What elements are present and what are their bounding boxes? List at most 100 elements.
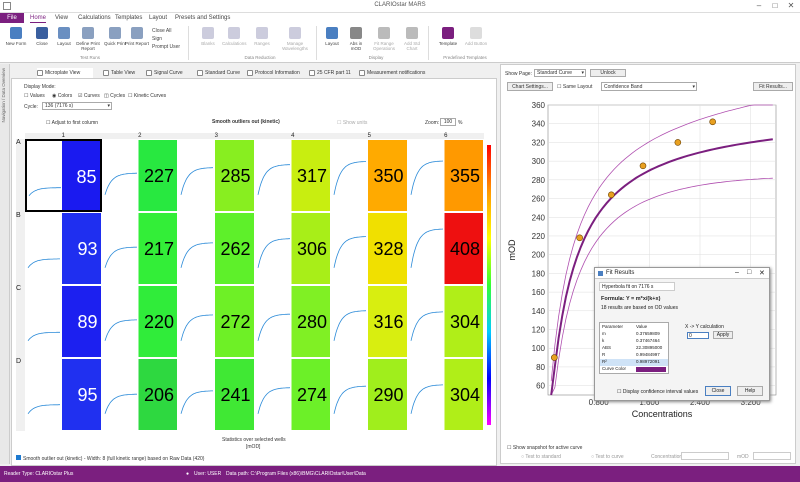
option-colors[interactable]: ◉ Colors: [52, 93, 73, 99]
print-report-button[interactable]: Print Report: [125, 27, 149, 53]
calculations-button[interactable]: Calculations: [222, 27, 247, 53]
tab-protocol-information[interactable]: Protocol Information: [247, 68, 307, 78]
param-row[interactable]: ABS 22.30895000: [600, 345, 668, 352]
plate-well[interactable]: 85: [25, 139, 102, 212]
dialog-close-icon[interactable]: ✕: [759, 270, 765, 277]
row-header[interactable]: C: [16, 285, 25, 358]
tab-standard-curve[interactable]: Standard Curve: [197, 68, 249, 78]
menu-presets[interactable]: Presets and Settings: [175, 15, 231, 21]
fit-range-button[interactable]: Fit Range Operations: [370, 27, 398, 53]
test-to-standard-radio[interactable]: ○ Test to standard: [521, 454, 561, 460]
test-to-curve-radio[interactable]: ○ Test to curve: [591, 454, 624, 460]
add-button[interactable]: Add Button: [464, 27, 488, 53]
manage-wavelengths-button[interactable]: Manage Wavelengths: [280, 27, 310, 53]
option-kinetic-curves[interactable]: ☐ Kinetic Curves: [128, 93, 167, 99]
navigation-strip[interactable]: Navigation / Data Overview: [0, 64, 10, 464]
fit-results-button[interactable]: Fit Results...: [753, 82, 793, 91]
prompt-user-button[interactable]: Prompt User: [152, 44, 181, 50]
maximize-icon[interactable]: □: [772, 1, 778, 10]
layout-button[interactable]: Layout: [52, 27, 76, 53]
sign-button[interactable]: Sign: [152, 36, 163, 42]
row-header[interactable]: B: [16, 212, 25, 285]
plate-well[interactable]: 280: [254, 285, 331, 358]
menu-layout[interactable]: Layout: [149, 15, 168, 21]
plate-well[interactable]: 285: [178, 139, 255, 212]
menu-file[interactable]: File: [0, 13, 24, 23]
dialog-help-button[interactable]: Help: [737, 386, 763, 396]
blanks-button[interactable]: Blanks: [196, 27, 220, 53]
plate-well[interactable]: 89: [25, 285, 102, 358]
dialog-minimize-icon[interactable]: –: [735, 269, 739, 276]
plate-well[interactable]: 355: [407, 139, 484, 212]
menu-templates[interactable]: Templates: [115, 15, 143, 21]
dialog-maximize-icon[interactable]: □: [747, 269, 752, 276]
abs-mod-button[interactable]: Abs in mOD: [344, 27, 368, 53]
plate-well[interactable]: 227: [101, 139, 178, 212]
apply-button[interactable]: Apply: [713, 331, 733, 339]
tab-cfr-part-11[interactable]: 25 CFR part 11: [309, 68, 359, 78]
param-row[interactable]: Curve Color: [600, 366, 668, 373]
param-row[interactable]: k 0.37467464: [600, 338, 668, 345]
column-header[interactable]: 1: [25, 133, 102, 139]
show-units-checkbox[interactable]: ☐ Show units: [337, 120, 368, 126]
plate-well[interactable]: 241: [178, 358, 255, 431]
option-cycles[interactable]: ◫ Cycles: [104, 93, 126, 99]
plate-well[interactable]: 93: [25, 212, 102, 285]
unlock-button[interactable]: Unlock: [590, 69, 626, 77]
adjust-first-column-checkbox[interactable]: ☐ Adjust to first column: [46, 120, 99, 126]
row-header[interactable]: D: [16, 358, 25, 431]
tab-measurement-notifications[interactable]: Measurement notifications: [359, 68, 439, 78]
plate-well[interactable]: 304: [407, 358, 484, 431]
plate-well[interactable]: 306: [254, 212, 331, 285]
param-row[interactable]: R 0.99484997: [600, 352, 668, 359]
column-header[interactable]: 2: [101, 133, 178, 139]
column-header[interactable]: 6: [407, 133, 484, 139]
row-header[interactable]: A: [16, 139, 25, 212]
mod-input[interactable]: [753, 452, 791, 460]
xtoy-input[interactable]: 0: [687, 332, 709, 339]
column-header[interactable]: 4: [254, 133, 331, 139]
tab-table-view[interactable]: Table View: [103, 68, 143, 78]
plate-well[interactable]: 316: [331, 285, 408, 358]
plate-well[interactable]: 217: [101, 212, 178, 285]
tab-signal-curve[interactable]: Signal Curve: [146, 68, 196, 78]
dialog-tab[interactable]: Hyperbola fit on 7176 s: [599, 282, 675, 291]
template-button[interactable]: Template: [436, 27, 460, 53]
dialog-close-button[interactable]: Close: [705, 386, 731, 396]
cycle-select[interactable]: 136 (7176 s) ▾: [42, 102, 112, 110]
param-row[interactable]: m 0.37659809: [600, 331, 668, 338]
chart-settings-button[interactable]: Chart Settings...: [507, 82, 553, 91]
param-row[interactable]: R² 0.98972091: [600, 359, 668, 366]
band-select[interactable]: Confidence Band ▾: [601, 82, 697, 91]
show-snapshot-checkbox[interactable]: ☐ Show snapshot for active curve: [507, 445, 583, 451]
same-layout-checkbox[interactable]: ☐ Same Layout: [557, 84, 593, 90]
menu-view[interactable]: View: [55, 15, 68, 21]
column-header[interactable]: 3: [178, 133, 255, 139]
add-std-chart-button[interactable]: Add Std Chart: [400, 27, 424, 53]
define-print-report-button[interactable]: Define Print Report: [76, 27, 100, 53]
menu-home[interactable]: Home: [30, 15, 47, 23]
plate-well[interactable]: 328: [331, 212, 408, 285]
minimize-icon[interactable]: –: [756, 1, 762, 10]
new-form-button[interactable]: New Form: [4, 27, 28, 53]
plate-well[interactable]: 274: [254, 358, 331, 431]
show-page-select[interactable]: Standard Curve ▾: [534, 69, 586, 77]
menu-calculations[interactable]: Calculations: [78, 15, 111, 21]
plate-well[interactable]: 408: [407, 212, 484, 285]
column-header[interactable]: 5: [331, 133, 408, 139]
option-values[interactable]: ☐ Values: [24, 93, 45, 99]
plate-well[interactable]: 290: [331, 358, 408, 431]
plate-well[interactable]: 304: [407, 285, 484, 358]
ranges-button[interactable]: Ranges: [250, 27, 274, 53]
close-icon[interactable]: ✕: [787, 1, 795, 10]
concentration-input[interactable]: [681, 452, 729, 460]
tab-microplate-view[interactable]: Microplate View: [37, 68, 93, 78]
show-confidence-checkbox[interactable]: ☐ Display confidence interval values: [617, 389, 699, 395]
option-curves[interactable]: ☑ Curves: [78, 93, 100, 99]
plate-well[interactable]: 206: [101, 358, 178, 431]
plate-well[interactable]: 220: [101, 285, 178, 358]
plate-well[interactable]: 95: [25, 358, 102, 431]
display-layout-button[interactable]: Layout: [320, 27, 344, 53]
plate-well[interactable]: 272: [178, 285, 255, 358]
plate-well[interactable]: 317: [254, 139, 331, 212]
